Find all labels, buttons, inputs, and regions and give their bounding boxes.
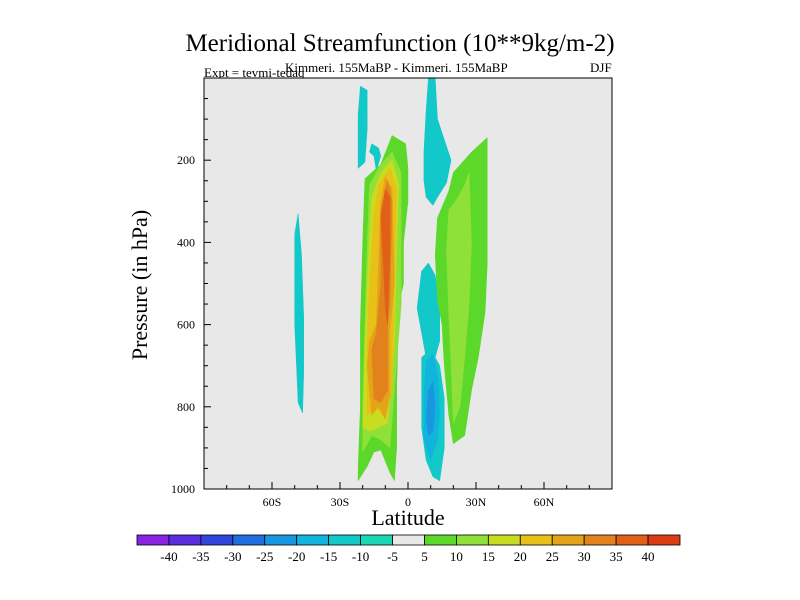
- contour-band-14: [380, 188, 391, 325]
- x-tick-label: 0: [405, 495, 411, 509]
- colorbar-label: -30: [224, 549, 241, 564]
- contour-band-9: [446, 172, 472, 424]
- chart-title: Meridional Streamfunction (10**9kg/m-2): [185, 30, 615, 57]
- contour-band-0: [294, 213, 304, 414]
- colorbar-swatch: [551, 534, 585, 546]
- colorbar-swatch: [487, 534, 521, 546]
- colorbar-swatch: [583, 534, 617, 546]
- colorbar-label: -5: [387, 549, 398, 564]
- season-label: DJF: [590, 60, 612, 75]
- colorbar-swatch: [136, 534, 170, 546]
- colorbar-label: -35: [192, 549, 209, 564]
- colorbar-swatch: [360, 534, 393, 546]
- y-tick-label: 800: [177, 400, 195, 414]
- colorbar-swatch: [200, 534, 234, 546]
- colorbar-label: 25: [546, 549, 559, 564]
- colorbar-label: -25: [256, 549, 273, 564]
- colorbar-label: 40: [642, 549, 655, 564]
- x-tick-label: 30S: [331, 495, 350, 509]
- colorbar-swatch: [456, 534, 489, 546]
- contour-band-1: [357, 85, 368, 169]
- x-tick-label: 60S: [263, 495, 282, 509]
- colorbar-swatch: [168, 534, 202, 546]
- y-tick-label: 400: [177, 235, 195, 249]
- colorbar-swatch: [615, 534, 649, 546]
- colorbar-label: 35: [610, 549, 623, 564]
- colorbar-label: 10: [450, 549, 463, 564]
- plot-background: [204, 78, 612, 489]
- y-tick-label: 1000: [171, 482, 195, 496]
- experiment-label: Expt = tevmi-tedaq: [204, 65, 305, 80]
- axis-ticks: 60S 30S 0 30N 60N 200 400 600 800 1000: [171, 98, 590, 509]
- contour-band-16: [425, 381, 436, 437]
- colorbar-swatch: [647, 534, 681, 546]
- y-tick-label: 200: [177, 153, 195, 167]
- colorbar-label: -10: [352, 549, 369, 564]
- x-tick-label: 30N: [466, 495, 487, 509]
- colorbar-swatch: [296, 534, 330, 546]
- x-tick-label: 60N: [534, 495, 555, 509]
- runs-label: Kimmeri. 155MaBP - Kimmeri. 155MaBP: [285, 60, 508, 75]
- colorbar-label: 30: [578, 549, 591, 564]
- contour-layer: [294, 77, 488, 482]
- y-tick-label: 600: [177, 318, 195, 332]
- x-axis-label: Latitude: [371, 505, 445, 530]
- colorbar-swatch: [232, 534, 266, 546]
- colorbar-label: 20: [514, 549, 527, 564]
- colorbar-swatch: [424, 534, 457, 546]
- colorbar-label: -40: [160, 549, 177, 564]
- colorbar-label: -20: [288, 549, 305, 564]
- colorbar: -40 -35 -30 -25 -20 -15 -10 -5 5 10 15 20 25 30 35 40: [136, 534, 681, 564]
- colorbar-swatch: [519, 534, 553, 546]
- colorbar-label: 15: [482, 549, 495, 564]
- colorbar-swatch: [264, 534, 298, 546]
- colorbar-swatch: [392, 534, 425, 546]
- colorbar-label: -15: [320, 549, 337, 564]
- colorbar-label: 5: [421, 549, 428, 564]
- colorbar-swatch: [328, 534, 361, 546]
- contour-band-2: [369, 143, 382, 171]
- contour-band-3: [423, 77, 452, 206]
